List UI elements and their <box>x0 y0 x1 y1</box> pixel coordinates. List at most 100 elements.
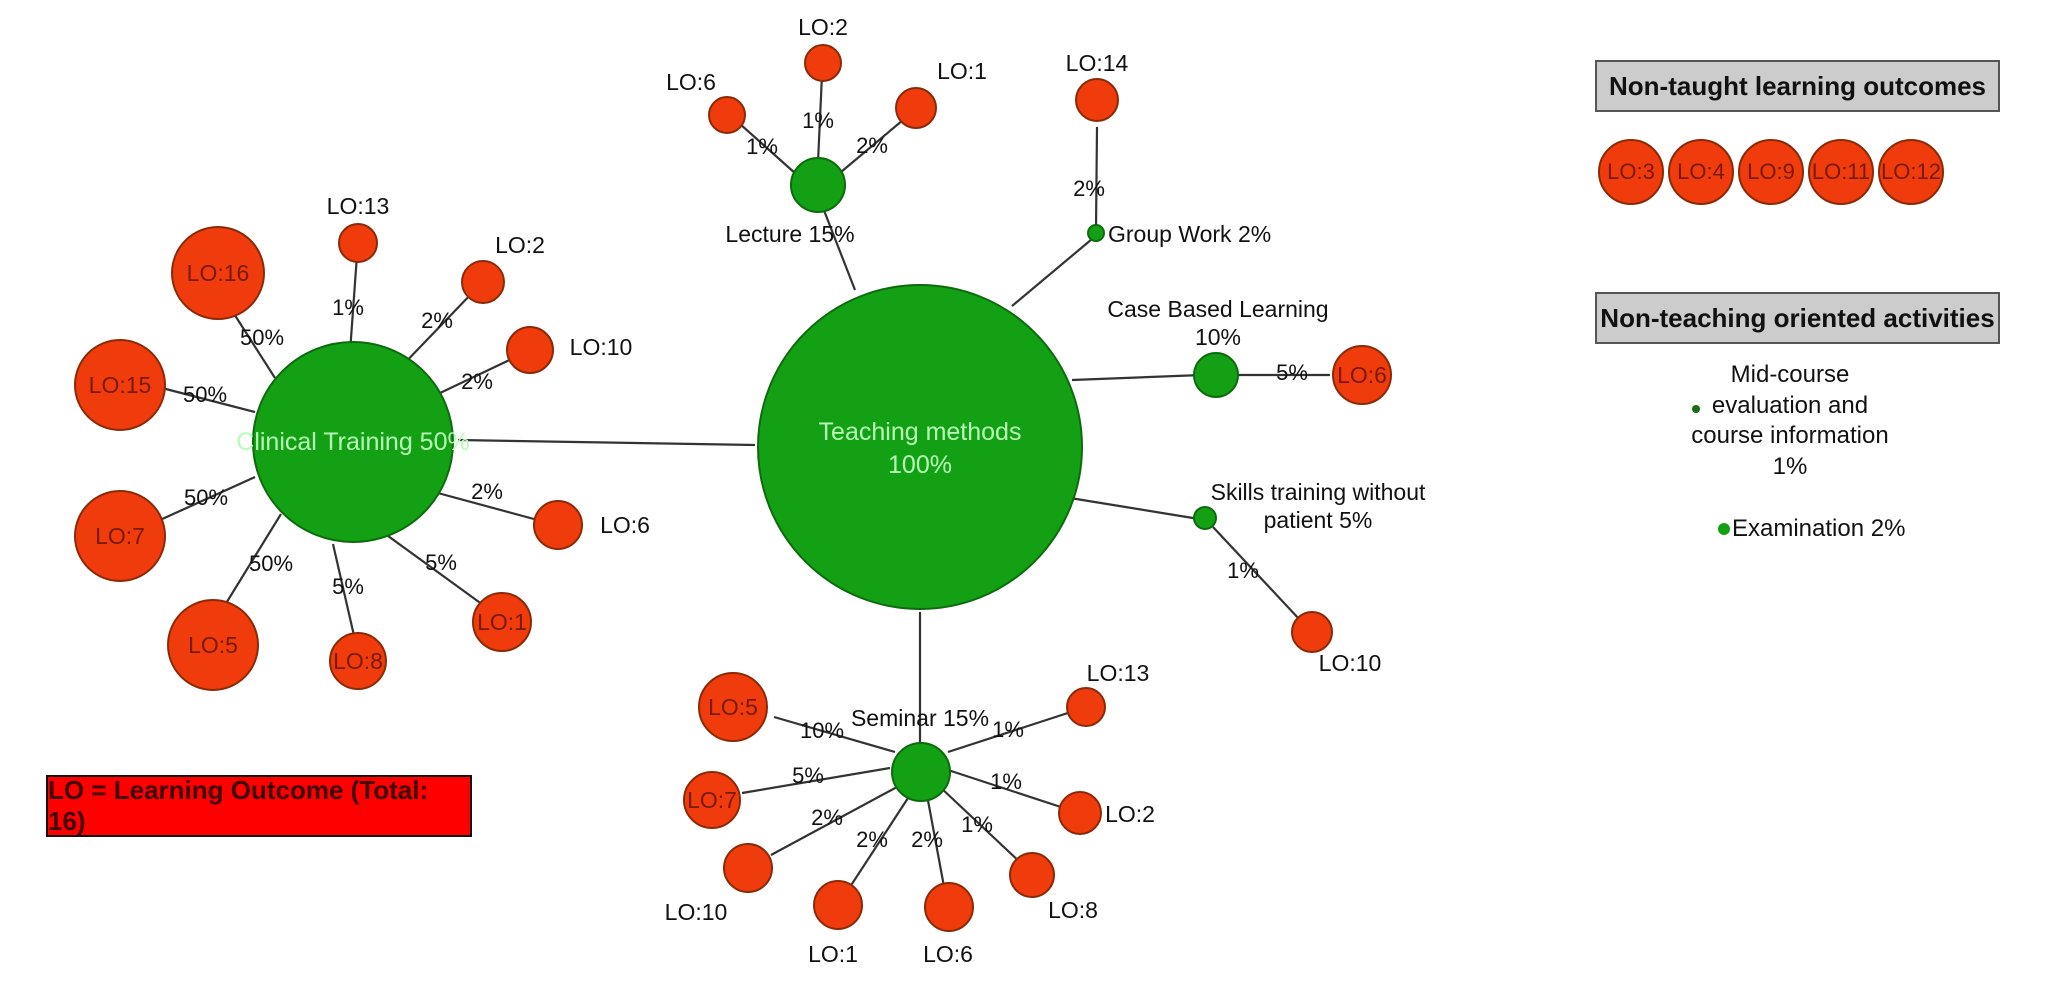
midcourse-evaluation-dot-icon <box>1692 405 1700 413</box>
edge-label-lecture-lo6: 1% <box>746 134 778 159</box>
node-lecture-lo1[interactable] <box>895 87 937 129</box>
edge-seminar-lo2 <box>947 768 1071 812</box>
edge-root-clinical <box>457 438 756 447</box>
node-clinical-lo1[interactable] <box>472 592 532 652</box>
node-clinical-training-label: Clinical Training 50% <box>236 428 469 456</box>
cluster-seminar: Seminar 15% LO:5 10% LO:7 5% LO:10 2% LO… <box>665 660 1155 967</box>
node-clinical-lo8-label: LO:8 <box>333 648 383 674</box>
node-teaching-methods[interactable] <box>757 284 1083 610</box>
node-casebased-lo6[interactable] <box>1332 345 1392 405</box>
node-clinical-lo13[interactable] <box>338 223 378 263</box>
node-clinical-lo10-label: LO:10 <box>570 334 633 360</box>
node-clinical-lo10[interactable] <box>506 326 554 374</box>
edge-label-seminar-lo13: 1% <box>992 717 1024 742</box>
node-lecture[interactable] <box>790 157 846 213</box>
node-clinical-training[interactable] <box>252 341 454 543</box>
node-clinical-lo2[interactable] <box>461 260 505 304</box>
edge-clinical-lo2 <box>397 289 476 371</box>
node-clinical-lo7[interactable] <box>74 490 166 582</box>
edge-seminar-lo5 <box>773 715 896 754</box>
node-clinical-lo6[interactable] <box>533 500 583 550</box>
activity-midcourse-line2: evaluation and <box>1711 391 1869 419</box>
edge-root-groupwork <box>1011 233 1099 307</box>
node-clinical-lo15[interactable] <box>74 339 166 431</box>
node-clinical-lo7-label: LO:7 <box>95 523 145 549</box>
node-clinical-lo13-label: LO:13 <box>327 193 390 219</box>
edge-clinical-lo1 <box>376 527 491 611</box>
edge-label-lecture-lo2: 1% <box>802 108 834 133</box>
edge-lecture-lo1 <box>840 119 904 173</box>
edge-seminar-lo1 <box>847 794 911 891</box>
node-skills-lo10[interactable] <box>1291 611 1333 653</box>
node-clinical-lo15-label: LO:15 <box>89 372 152 398</box>
edge-label-seminar-lo7: 5% <box>792 763 824 788</box>
node-clinical-lo16[interactable] <box>171 226 265 320</box>
non-taught-lo-item-0[interactable]: LO:3 <box>1598 139 1664 205</box>
non-taught-lo-item-3[interactable]: LO:11 <box>1808 139 1874 205</box>
node-lecture-lo6[interactable] <box>708 96 746 134</box>
node-seminar-lo8[interactable] <box>1009 852 1055 898</box>
node-clinical-lo6-label: LO:6 <box>600 512 650 538</box>
cluster-skills-training: Skills training without patient 5% LO:10… <box>1193 479 1426 676</box>
cluster-lecture: Lecture 15% LO:6 1% LO:2 1% LO:1 2% <box>666 14 987 247</box>
node-skills-training[interactable] <box>1193 506 1217 530</box>
non-taught-lo-item-2[interactable]: LO:9 <box>1738 139 1804 205</box>
edge-label-lecture-lo1: 2% <box>856 133 888 158</box>
root-node-group: Teaching methods 100% <box>757 284 1083 610</box>
node-seminar-lo2-label: LO:2 <box>1105 801 1155 827</box>
edge-lecture-lo2 <box>816 74 824 163</box>
edge-clinical-lo5 <box>224 513 282 606</box>
edge-seminar-lo13 <box>947 708 1078 754</box>
node-seminar-lo10[interactable] <box>723 843 773 893</box>
node-casebased-lo6-label: LO:6 <box>1337 362 1387 388</box>
edge-seminar-lo6 <box>925 794 947 893</box>
non-taught-lo-item-4[interactable]: LO:12 <box>1878 139 1944 205</box>
cluster-case-based-learning: Case Based Learning 10% LO:6 5% <box>1107 296 1392 405</box>
node-seminar-lo13-label: LO:13 <box>1087 660 1150 686</box>
edge-label-clinical-lo1: 5% <box>425 550 457 575</box>
node-seminar-lo5[interactable] <box>698 672 768 742</box>
edge-groupwork-lo14 <box>1094 126 1099 230</box>
node-case-based-learning[interactable] <box>1193 352 1239 398</box>
node-skills-training-label-line1: Skills training without <box>1211 479 1426 505</box>
edge-label-skills-lo10: 1% <box>1227 558 1259 583</box>
edge-label-clinical-lo5: 50% <box>249 551 293 576</box>
node-seminar-label: Seminar 15% <box>851 705 989 731</box>
activity-midcourse-line1: Mid-course <box>1730 361 1850 388</box>
non-taught-lo-item-1[interactable]: LO:4 <box>1668 139 1734 205</box>
edge-clinical-lo7 <box>159 475 256 522</box>
non-teaching-activity-examination: Examination 2% <box>1718 515 1905 543</box>
node-skills-training-label-line2: patient 5% <box>1264 507 1373 533</box>
node-lecture-lo1-label: LO:1 <box>937 58 987 84</box>
edge-lecture-lo6 <box>739 123 797 175</box>
node-group-work-label: Group Work 2% <box>1108 221 1271 247</box>
node-seminar-lo5-label: LO:5 <box>708 694 758 720</box>
node-seminar-lo1[interactable] <box>813 880 863 930</box>
node-seminar-lo2[interactable] <box>1058 791 1102 835</box>
node-groupwork-lo14[interactable] <box>1075 78 1119 122</box>
node-group-work[interactable] <box>1087 224 1105 242</box>
edge-root-casebased <box>1071 373 1203 382</box>
activity-examination-label: Examination 2% <box>1732 515 1906 542</box>
edge-seminar-lo8 <box>939 786 1025 867</box>
node-lecture-lo2[interactable] <box>804 44 842 82</box>
edge-label-clinical-lo10: 2% <box>461 369 493 394</box>
root-edges <box>457 194 1203 755</box>
edge-label-seminar-lo6: 2% <box>911 827 943 852</box>
node-clinical-lo5[interactable] <box>167 599 259 691</box>
edge-label-clinical-lo8: 5% <box>332 574 364 599</box>
node-clinical-lo8[interactable] <box>329 632 387 690</box>
node-seminar-lo8-label: LO:8 <box>1048 897 1098 923</box>
node-seminar-lo7[interactable] <box>683 771 741 829</box>
non-teaching-panel-header: Non-teaching oriented activities <box>1595 292 2000 344</box>
node-seminar[interactable] <box>891 742 951 802</box>
node-seminar-lo7-label: LO:7 <box>687 787 737 813</box>
node-lecture-label: Lecture 15% <box>725 221 854 247</box>
node-seminar-lo6[interactable] <box>924 882 974 932</box>
edge-label-seminar-lo5: 10% <box>800 718 844 743</box>
edge-label-clinical-lo15: 50% <box>183 382 227 407</box>
node-seminar-lo13[interactable] <box>1066 687 1106 727</box>
node-seminar-lo6-label: LO:6 <box>923 941 973 967</box>
